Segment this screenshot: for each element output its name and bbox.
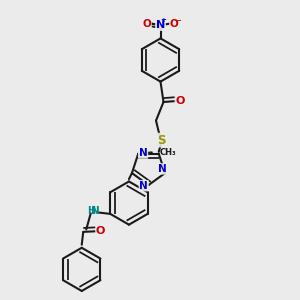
Text: O: O bbox=[170, 19, 179, 29]
Text: CH₃: CH₃ bbox=[160, 148, 176, 157]
Text: S: S bbox=[157, 134, 166, 147]
Text: −: − bbox=[174, 16, 182, 26]
Text: H: H bbox=[87, 206, 95, 217]
Text: O: O bbox=[142, 19, 151, 29]
Text: N: N bbox=[139, 181, 148, 191]
Text: N: N bbox=[139, 148, 147, 158]
Text: N: N bbox=[91, 206, 100, 217]
Text: O: O bbox=[175, 96, 185, 106]
Text: O: O bbox=[96, 226, 105, 236]
Text: +: + bbox=[160, 17, 166, 23]
Text: N: N bbox=[158, 164, 167, 174]
Text: N: N bbox=[156, 20, 165, 30]
